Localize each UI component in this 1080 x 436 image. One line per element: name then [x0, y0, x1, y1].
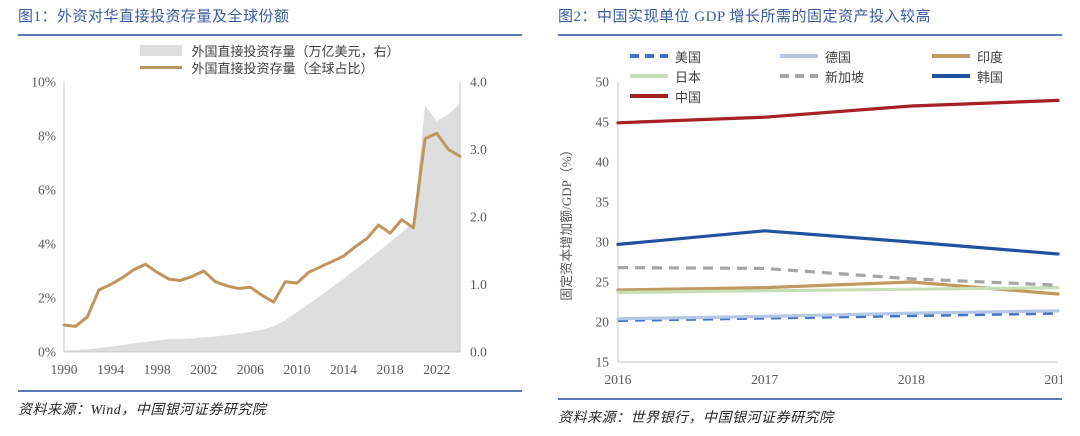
svg-text:50: 50	[596, 76, 610, 90]
fig1-legend-item-1: 外国直接投资存量（全球占比）	[140, 59, 399, 76]
svg-text:2%: 2%	[38, 291, 56, 306]
svg-text:2014: 2014	[330, 362, 357, 377]
fig1-legend-item-0: 外国直接投资存量（万亿美元，右）	[140, 42, 400, 59]
svg-text:40: 40	[596, 155, 610, 170]
fig2-legend-item-2: 印度	[932, 47, 1062, 66]
fig1-title: 图1：外资对华直接投资存量及全球份额	[18, 9, 290, 25]
legend-label: 日本	[675, 69, 702, 85]
svg-text:2019: 2019	[1045, 372, 1063, 387]
svg-text:8%: 8%	[38, 129, 56, 144]
fdi-share-line	[62, 131, 462, 328]
svg-text:0.0: 0.0	[470, 345, 487, 360]
svg-text:2018: 2018	[377, 362, 404, 377]
legend-line-swatch	[780, 54, 818, 58]
fdi-stock-area	[64, 103, 460, 352]
fig2-legend-item-3: 日本	[630, 67, 780, 86]
fig2-legend-item-5: 韩国	[932, 67, 1062, 86]
svg-text:1.0: 1.0	[470, 277, 487, 292]
svg-text:15: 15	[596, 355, 610, 370]
panel-fig1: 图1：外资对华直接投资存量及全球份额 外国直接投资存量（万亿美元，右） 外国直接投…	[18, 9, 522, 418]
fig2-legend-item-1: 德国	[780, 47, 932, 66]
svg-text:1998: 1998	[144, 362, 171, 377]
legend-label: 外国直接投资存量（万亿美元，右）	[191, 44, 400, 59]
svg-text:2006: 2006	[237, 362, 264, 377]
series-line-5	[616, 229, 1060, 256]
legend-label: 中国	[675, 89, 702, 105]
series-line-1	[616, 309, 1060, 321]
svg-text:3.0: 3.0	[470, 142, 487, 157]
fig2-title-rule	[558, 34, 1062, 36]
series-line-3	[616, 286, 1060, 294]
fig2-source: 资料来源：世界银行，中国银河证券研究院	[558, 411, 834, 426]
fig2-source-rule	[558, 398, 1062, 400]
fig1-chart-svg: 0% 2% 4% 6% 8% 10% 0.0 1.0 2.0 3.0 4.0 1990 1994 1998…	[31, 76, 487, 377]
svg-text:2017: 2017	[751, 372, 778, 387]
svg-text:25: 25	[596, 275, 610, 290]
svg-text:20: 20	[596, 315, 610, 330]
series-line-4	[617, 266, 1059, 287]
fig2-title: 图2：中国实现单位 GDP 增长所需的固定资产投入较高	[558, 9, 931, 25]
svg-text:0%: 0%	[38, 345, 56, 360]
svg-text:6%: 6%	[38, 183, 56, 198]
svg-text:2002: 2002	[190, 362, 217, 377]
legend-label: 印度	[977, 49, 1004, 65]
legend-label: 新加坡	[825, 69, 865, 85]
fig1-source-rule	[18, 390, 522, 392]
fig1-source: 资料来源：Wind，中国银河证券研究院	[18, 403, 267, 418]
svg-text:2016: 2016	[605, 372, 632, 387]
fig2-y-axis-label: 固定资本增加额/GDP（%）	[559, 143, 574, 300]
fig2-legend: 美国 德国 印度日本 新加坡 韩国中国	[630, 46, 1062, 106]
fig2-chart-wrap: 美国 德国 印度日本 新加坡 韩国中国 15 20 25 30 35 40 45 50 2016 2017…	[558, 50, 1063, 392]
legend-line-swatch	[932, 74, 970, 78]
legend-line-swatch	[932, 54, 970, 58]
legend-dashed-line-swatch	[630, 54, 668, 58]
fig2-legend-item-4: 新加坡	[780, 67, 932, 86]
svg-text:2018: 2018	[898, 372, 925, 387]
legend-line-swatch	[630, 94, 668, 98]
legend-label: 韩国	[977, 69, 1004, 85]
legend-line-swatch	[140, 65, 183, 70]
svg-text:10%: 10%	[31, 76, 56, 90]
fig2-chart-svg: 15 20 25 30 35 40 45 50 2016 2017 2018 2019 固定资本增加额/…	[559, 76, 1063, 387]
legend-dashed-line-swatch	[780, 74, 818, 78]
svg-text:4.0: 4.0	[470, 76, 487, 90]
svg-text:2.0: 2.0	[470, 210, 487, 225]
legend-area-swatch	[140, 45, 183, 56]
svg-text:2010: 2010	[283, 362, 310, 377]
legend-label: 外国直接投资存量（全球占比）	[191, 61, 374, 76]
svg-text:1990: 1990	[51, 362, 78, 377]
legend-label: 德国	[825, 49, 852, 65]
legend-label: 美国	[675, 49, 702, 65]
svg-text:35: 35	[596, 195, 610, 210]
svg-text:45: 45	[596, 115, 610, 130]
svg-text:30: 30	[596, 235, 610, 250]
svg-text:4%: 4%	[38, 237, 56, 252]
panel-fig2: 图2：中国实现单位 GDP 增长所需的固定资产投入较高 美国 德国 印度日本 新加坡 韩…	[540, 0, 1080, 436]
fig1-title-rule	[18, 34, 522, 36]
svg-text:1994: 1994	[97, 362, 124, 377]
svg-text:2022: 2022	[423, 362, 450, 377]
fig1-legend: 外国直接投资存量（万亿美元，右） 外国直接投资存量（全球占比）	[140, 42, 400, 76]
series-line-6	[616, 98, 1060, 125]
legend-line-swatch	[630, 74, 668, 78]
fig2-legend-item-0: 美国	[630, 47, 780, 66]
fig2-legend-item-6: 中国	[630, 87, 780, 106]
